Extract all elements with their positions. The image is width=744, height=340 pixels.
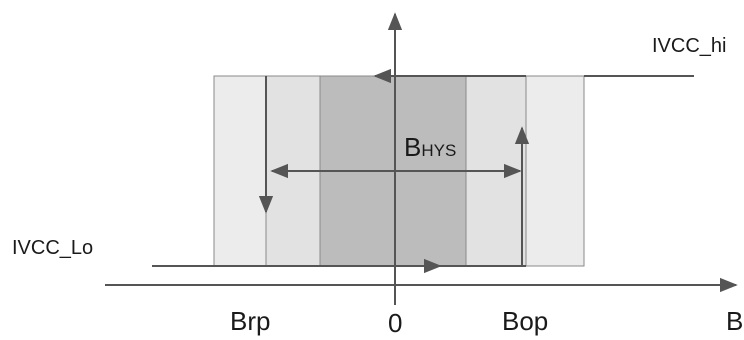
ivcc-hi-label: IVCC_hi (652, 35, 726, 57)
ivcc-lo-label: IVCC_Lo (12, 237, 93, 259)
brp-label: Brp (230, 306, 270, 336)
zero-label: 0 (388, 308, 402, 338)
b-axis-label: B (726, 306, 743, 336)
bhys-main: B (404, 132, 421, 162)
bop-label: Bop (502, 306, 548, 336)
bhys-label: BHYS (404, 132, 456, 162)
bhys-subscript: HYS (421, 141, 456, 160)
